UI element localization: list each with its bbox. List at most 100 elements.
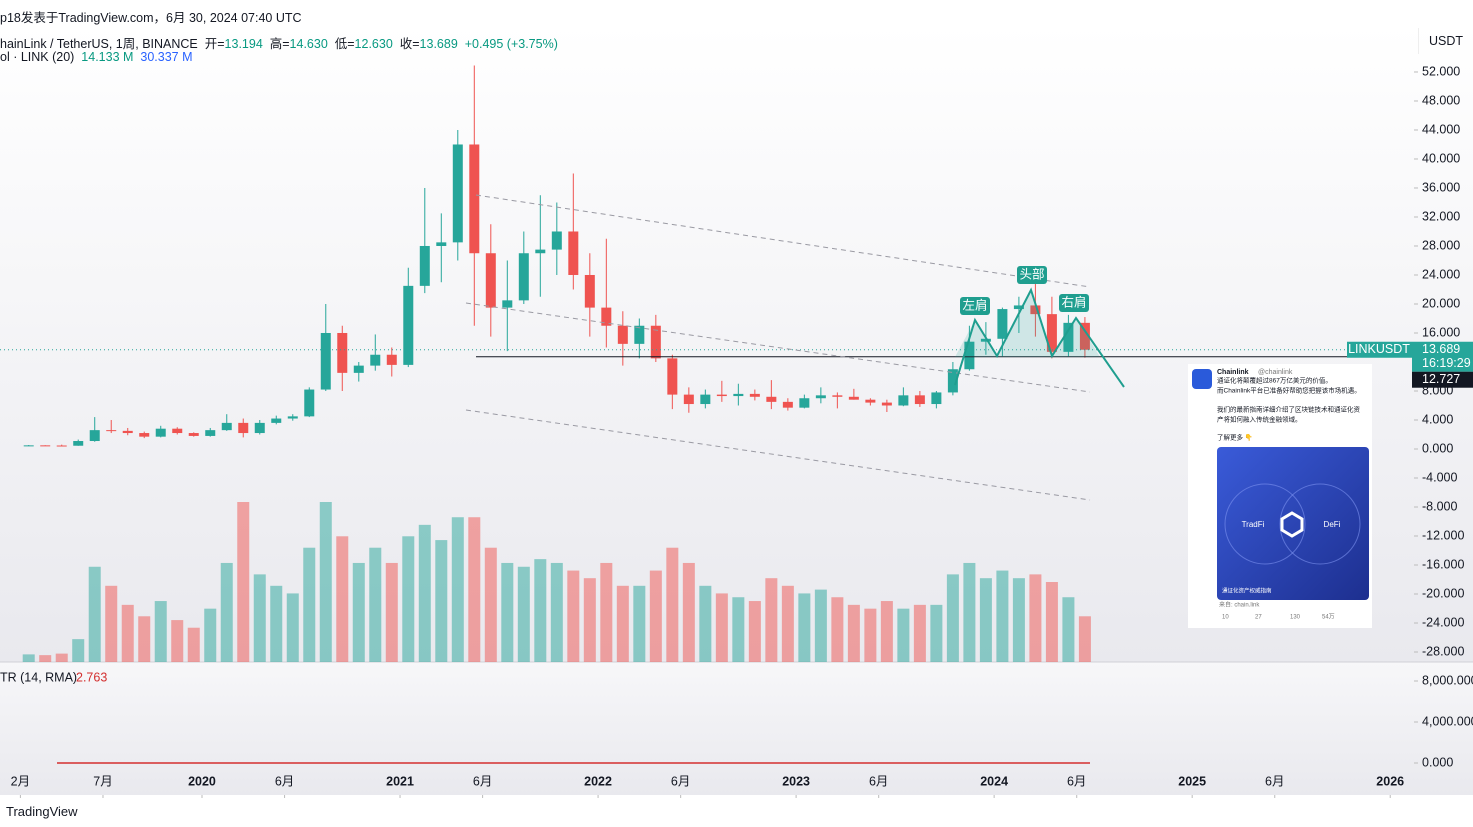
candle-body (733, 393, 744, 397)
x-tick-label: 6月 (671, 774, 690, 788)
tweet-left: TradFi (1242, 520, 1265, 529)
tweet-card (1188, 364, 1372, 628)
volume-bar (154, 601, 167, 662)
volume-bar (55, 653, 68, 662)
volume-bar (847, 604, 860, 662)
candle-body (601, 307, 612, 326)
volume-bar (138, 616, 151, 662)
volume-bar (468, 517, 481, 662)
volume-bar (435, 540, 448, 662)
volume-bar (600, 562, 613, 662)
tweet-stat: 10 (1222, 615, 1229, 621)
atr-value: 2.763 (76, 670, 107, 684)
y-tick-label: 24.000 (1422, 267, 1460, 281)
price-tag: LINKUSDT (1348, 342, 1410, 356)
candle-body (535, 249, 546, 254)
high: 14.630 (289, 37, 328, 51)
tweet-name: Chainlink (1217, 369, 1249, 376)
neckline-label: 12.727 (1422, 372, 1460, 386)
last-price: 13.689 (1422, 342, 1460, 356)
atr-title: TR (14, RMA) (0, 670, 77, 684)
x-tick-label: 7月 (93, 774, 112, 788)
footer: TradingView (6, 804, 78, 819)
y-tick-label: 0.000 (1422, 441, 1453, 455)
candle-body (238, 422, 249, 434)
volume-bar (336, 536, 349, 662)
tweet-line: 了解更多 👇 (1217, 433, 1253, 442)
volume-bar (996, 570, 1009, 662)
volume-bar (930, 604, 943, 662)
candle-body (89, 430, 100, 442)
volume-bar (831, 597, 844, 662)
y-tick-label: 4.000 (1422, 412, 1453, 426)
volume-bar (72, 639, 85, 662)
annotation: 左肩 (962, 297, 987, 312)
volume-bar (303, 547, 316, 662)
atr-pane (0, 662, 1473, 795)
vol-value: 14.133 M (81, 50, 134, 64)
candle-body (502, 300, 513, 308)
volume-bar (880, 601, 893, 662)
currency[interactable]: USDT (1418, 28, 1473, 54)
candle-body (287, 416, 298, 419)
atr-tick-label: 0.000 (1422, 755, 1453, 769)
x-tick-label: 6月 (275, 774, 294, 788)
y-tick-label: -24.000 (1422, 615, 1464, 629)
y-tick-label: -4.000 (1422, 470, 1457, 484)
change: +0.495 (+3.75%) (464, 37, 558, 51)
channel-line (465, 409, 1091, 501)
volume-bar (286, 593, 299, 662)
volume-bar (715, 593, 728, 662)
candle-body (865, 399, 876, 403)
volume-bar (204, 608, 217, 662)
volume-bar (616, 585, 629, 662)
volume-bar (220, 562, 233, 662)
volume-bar (270, 585, 283, 662)
volume-bar (517, 566, 530, 662)
x-tick-label: 2024 (980, 774, 1008, 788)
x-tick-label: 2025 (1178, 774, 1206, 788)
y-tick-label: 20.000 (1422, 296, 1460, 310)
volume-bar (534, 559, 547, 662)
tweet-line: 我们的最新指南详细介绍了区块链技术和通证化资 (1217, 405, 1361, 414)
x-tick-label: 2020 (188, 774, 216, 788)
volume-bar (748, 601, 761, 662)
candle-body (155, 428, 166, 437)
y-tick-label: 32.000 (1422, 209, 1460, 223)
volume-bar (765, 578, 778, 662)
volume-bar (913, 604, 926, 662)
symbol-row: hainLink / TetherUS, 1周, BINANCE 开=13.19… (0, 33, 558, 52)
y-tick-label: 16.000 (1422, 325, 1460, 339)
tweet-right: DeFi (1324, 520, 1341, 529)
volume-bar (385, 562, 398, 662)
candle-body (386, 354, 397, 365)
vol-ma: 30.337 M (140, 50, 193, 64)
volume-bar (1012, 578, 1025, 662)
volume-bar (550, 562, 563, 662)
volume-bar (649, 570, 662, 662)
volume-bar (418, 524, 431, 662)
candle-body (23, 445, 34, 447)
candle-body (584, 274, 595, 308)
candle-body (353, 365, 364, 373)
candle-body (832, 395, 843, 397)
x-tick-label: 6月 (473, 774, 492, 788)
volume-bar (451, 517, 464, 662)
volume-bar (732, 597, 745, 662)
candle-body (568, 231, 579, 275)
volume-bar (798, 593, 811, 662)
candle-body (221, 422, 232, 431)
volume-bar (963, 562, 976, 662)
candle-body (122, 430, 133, 434)
candle-body (815, 395, 826, 399)
open: 13.194 (224, 37, 263, 51)
candle-body (304, 389, 315, 417)
candle-body (254, 422, 265, 434)
volume-bar (319, 502, 332, 662)
vol-row: ol · LINK (20) 14.133 M 30.337 M (0, 50, 193, 64)
candle-body (40, 445, 51, 447)
y-tick-label: -12.000 (1422, 528, 1464, 542)
candle-body (485, 253, 496, 308)
